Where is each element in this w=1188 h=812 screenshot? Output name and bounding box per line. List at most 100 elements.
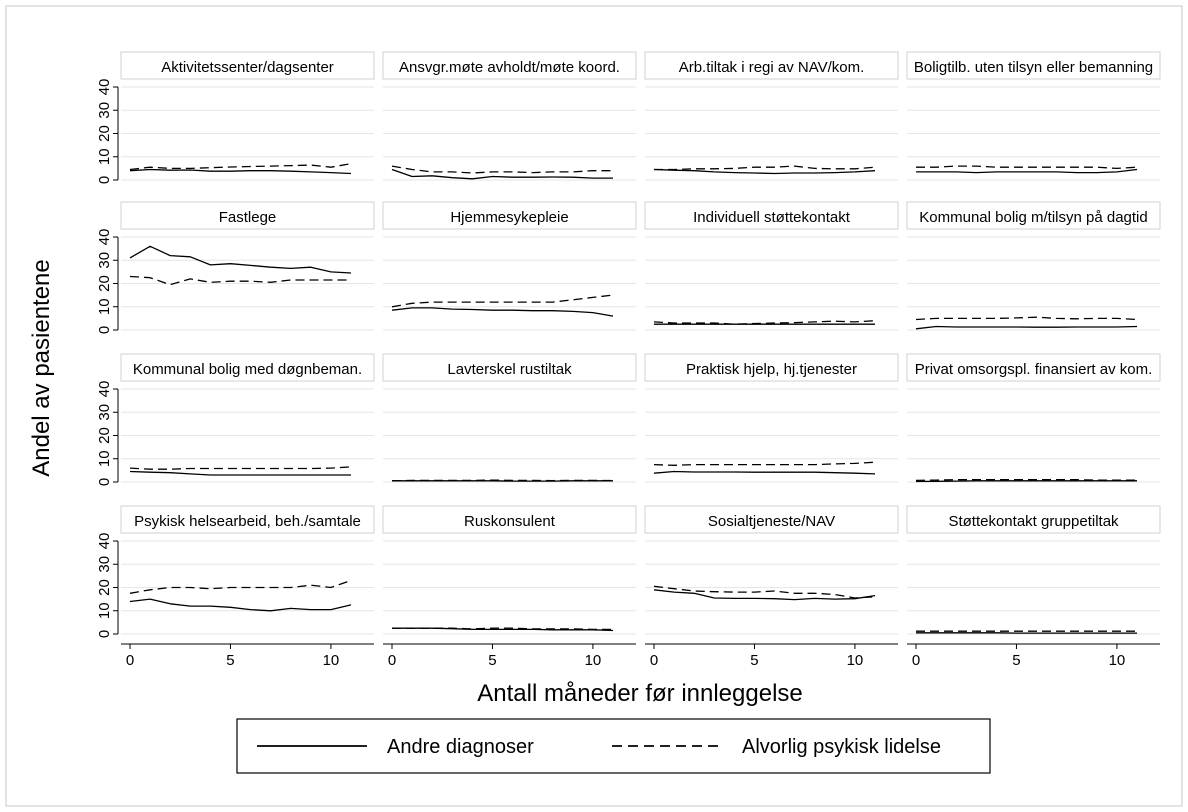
panel-title: Lavterskel rustiltak <box>447 361 572 378</box>
series-line-alvorlig-psykisk-lidelse <box>653 585 876 599</box>
series-line-alvorlig-psykisk-lidelse <box>392 627 613 631</box>
series-line-andre-diagnoser <box>391 168 613 180</box>
x-tick-label: 10 <box>323 652 340 669</box>
panel-stottekontakt-gruppetiltak: Støttekontakt gruppetiltak 0 5 10 <box>906 505 1161 669</box>
y-axis-label: Andel av pasientene <box>28 259 55 477</box>
panel-title: Psykisk helsearbeid, beh./samtale <box>134 513 361 530</box>
panel-kommunal-bolig-med-dognbeman: Kommunal bolig med døgnbeman. 0 10 20 30 40 <box>96 353 375 486</box>
y-tick-label: 40 <box>96 381 113 398</box>
panel-header <box>120 353 375 382</box>
x-tick-label: 0 <box>388 652 396 669</box>
legend: Andre diagnoser Alvorlig psykisk lidelse <box>236 718 991 774</box>
panel-title: Støttekontakt gruppetiltak <box>948 513 1119 530</box>
series-line-alvorlig-psykisk-lidelse <box>915 479 1137 482</box>
series-line-andre-diagnoser <box>391 307 614 317</box>
series-line-andre-diagnoser <box>916 168 1138 174</box>
panel-title: Fastlege <box>219 209 277 226</box>
x-tick-label: 0 <box>912 652 920 669</box>
panel-title: Ansvgr.møte avholdt/møte koord. <box>399 59 620 76</box>
panel-header <box>120 201 375 230</box>
panel-grid: Aktivitetssenter/dagsenter 0 10 20 30 40 Ansvg… <box>96 51 1161 669</box>
y-tick-label: 10 <box>96 148 113 165</box>
panel-hjemmesykepleie: Hjemmesykepleie <box>382 201 637 331</box>
panel-title: Sosialtjeneste/NAV <box>708 513 835 530</box>
panel-header <box>382 51 637 80</box>
panel-ruskonsulent: Ruskonsulent 0 5 10 <box>382 505 637 669</box>
panel-header <box>644 505 899 534</box>
y-tick-label: 20 <box>96 427 113 444</box>
x-tick-label: 0 <box>126 652 134 669</box>
y-tick-label: 30 <box>96 404 113 421</box>
series-line-andre-diagnoser <box>129 245 352 274</box>
x-axis-label: Antall måneder før innleggelse <box>477 680 803 707</box>
x-tick-label: 5 <box>488 652 496 669</box>
panel-title: Arb.tiltak i regi av NAV/kom. <box>679 59 865 76</box>
y-tick-label: 0 <box>96 326 113 334</box>
series-line-andre-diagnoser <box>653 168 876 175</box>
panel-lavterskel-rustiltak: Lavterskel rustiltak <box>382 353 637 483</box>
panel-kommunal-bolig-m-tilsyn-pa-dagtid: Kommunal bolig m/tilsyn på dagtid <box>906 201 1161 331</box>
series-line-andre-diagnoser <box>129 470 351 476</box>
panel-header <box>906 51 1161 80</box>
panel-header <box>382 353 637 382</box>
series-line-alvorlig-psykisk-lidelse <box>654 165 876 171</box>
series-line-andre-diagnoser <box>915 480 1137 483</box>
x-tick-label: 5 <box>226 652 234 669</box>
series-line-alvorlig-psykisk-lidelse <box>653 461 876 466</box>
y-tick-label: 20 <box>96 579 113 596</box>
x-tick-label: 5 <box>1012 652 1020 669</box>
series-line-andre-diagnoser <box>915 325 1138 330</box>
panel-header <box>644 353 899 382</box>
y-tick-label: 10 <box>96 602 113 619</box>
panel-praktisk-hjelp-hj-tjenester: Praktisk hjelp, hj.tjenester <box>644 353 899 483</box>
y-tick-label: 30 <box>96 102 113 119</box>
series-line-andre-diagnoser <box>653 470 876 475</box>
series-line-alvorlig-psykisk-lidelse <box>915 316 1138 321</box>
series-line-alvorlig-psykisk-lidelse <box>391 294 614 308</box>
series-line-alvorlig-psykisk-lidelse <box>129 466 352 470</box>
y-tick-label: 40 <box>96 229 113 246</box>
y-tick-label: 40 <box>96 79 113 96</box>
x-tick-label: 10 <box>585 652 602 669</box>
panel-header <box>644 51 899 80</box>
panel-sosialtjeneste-nav: Sosialtjeneste/NAV 0 5 10 <box>644 505 899 669</box>
panel-ansvgr-mote-avholdt-mote-koord: Ansvgr.møte avholdt/møte koord. <box>382 51 637 181</box>
panel-privat-omsorgspl-finansiert-av-kom: Privat omsorgspl. finansiert av kom. <box>906 353 1161 483</box>
legend-label-andre-diagnoser: Andre diagnoser <box>387 736 534 758</box>
y-tick-label: 30 <box>96 252 113 269</box>
y-tick-label: 0 <box>96 478 113 486</box>
series-line-alvorlig-psykisk-lidelse <box>129 163 352 171</box>
panel-title: Kommunal bolig m/tilsyn på dagtid <box>919 209 1147 226</box>
series-line-andre-diagnoser <box>653 589 876 601</box>
panel-header <box>644 201 899 230</box>
series-line-andre-diagnoser <box>129 168 352 175</box>
y-tick-label: 20 <box>96 275 113 292</box>
panel-title: Aktivitetssenter/dagsenter <box>161 59 334 76</box>
panel-title: Hjemmesykepleie <box>450 209 568 226</box>
y-tick-label: 0 <box>96 176 113 184</box>
panel-fastlege: Fastlege 0 10 20 30 40 <box>96 201 375 334</box>
series-line-alvorlig-psykisk-lidelse <box>916 165 1138 170</box>
x-tick-label: 0 <box>650 652 658 669</box>
panel-title: Ruskonsulent <box>464 513 556 530</box>
panel-header <box>120 51 375 80</box>
panel-aktivitetssenter-dagsenter: Aktivitetssenter/dagsenter 0 10 20 30 40 <box>96 51 375 184</box>
y-tick-label: 40 <box>96 533 113 550</box>
panel-header <box>120 505 375 534</box>
panel-boligtilb-uten-tilsyn-eller-bemanning: Boligtilb. uten tilsyn eller bemanning <box>906 51 1161 181</box>
series-line-andre-diagnoser <box>129 598 352 612</box>
panel-title: Individuell støttekontakt <box>693 209 851 226</box>
panel-header <box>382 201 637 230</box>
series-line-alvorlig-psykisk-lidelse <box>391 479 614 482</box>
panel-title: Boligtilb. uten tilsyn eller bemanning <box>914 59 1153 76</box>
panel-header <box>906 201 1161 230</box>
y-tick-label: 20 <box>96 125 113 142</box>
legend-label-alvorlig-psykisk-lidelse: Alvorlig psykisk lidelse <box>742 736 941 758</box>
series-line-alvorlig-psykisk-lidelse <box>129 275 351 286</box>
panel-individuell-stottekontakt: Individuell støttekontakt <box>644 201 899 331</box>
series-line-alvorlig-psykisk-lidelse <box>129 579 352 594</box>
x-tick-label: 5 <box>750 652 758 669</box>
y-tick-label: 10 <box>96 450 113 467</box>
panel-title: Privat omsorgspl. finansiert av kom. <box>915 361 1153 378</box>
